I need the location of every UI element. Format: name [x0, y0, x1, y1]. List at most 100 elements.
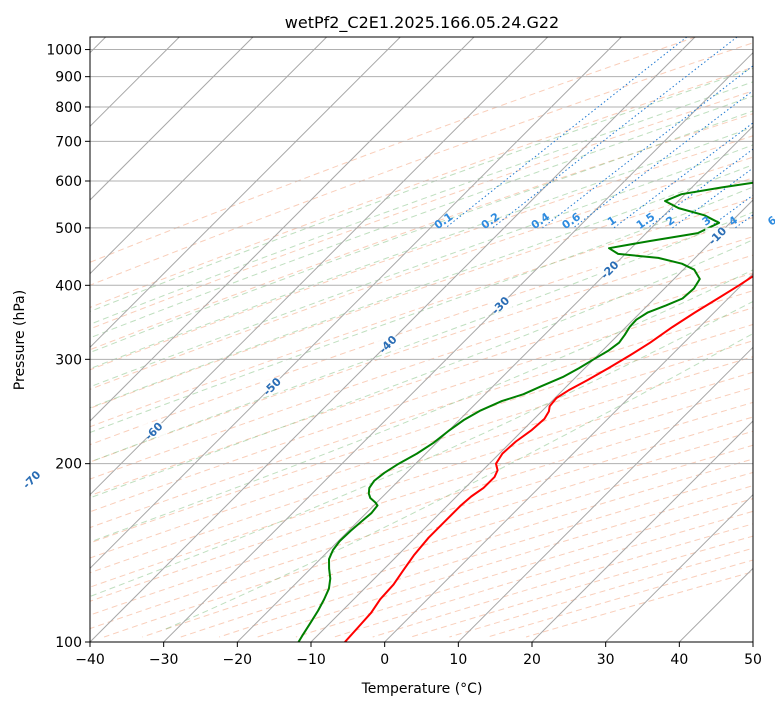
y-tick-label: 900 [55, 70, 82, 86]
isotherm-gridline [90, 37, 549, 496]
dry-adiabat [90, 156, 753, 390]
chart-title: wetPf2_C2E1.2025.166.05.24.G22 [285, 13, 559, 33]
x-tick-label: 50 [744, 652, 762, 668]
temperature-profile [344, 274, 753, 642]
moist-adiabat [90, 110, 753, 354]
dry-adiabat [90, 236, 753, 463]
isotherm-gridline [236, 125, 753, 642]
moist-adiabat [90, 239, 753, 499]
isotherm-gridline [163, 51, 753, 642]
dry-adiabat [372, 523, 753, 638]
isotherm-label-bg [259, 378, 284, 393]
isotherm-gridline [752, 641, 753, 642]
y-tick-label: 600 [55, 174, 82, 190]
dry-adiabat [90, 386, 753, 602]
isotherm-gridline [531, 420, 753, 642]
x-tick-label: 10 [449, 652, 467, 668]
dry-adiabat [90, 416, 753, 630]
x-tick-label: 40 [670, 652, 688, 668]
dry-adiabat [334, 510, 753, 638]
y-tick-label: 1000 [46, 43, 82, 59]
y-tick-label: 100 [55, 635, 82, 651]
dry-adiabat [90, 66, 753, 309]
moist-adiabat [90, 67, 753, 313]
plot-area [90, 37, 753, 642]
mixing-ratio-label: 4 [726, 213, 740, 228]
moist-adiabat [90, 126, 753, 370]
mixing-ratio-line [734, 214, 753, 229]
dry-adiabat [90, 290, 753, 513]
dry-adiabat [410, 535, 753, 638]
y-tick-label: 700 [55, 134, 82, 150]
plot-frame [89, 36, 754, 643]
isotherm-label-bg [19, 471, 44, 486]
isotherm-gridline [457, 346, 753, 642]
dry-adiabat [257, 485, 753, 638]
dry-adiabat [180, 458, 753, 638]
y-tick-label: 300 [55, 352, 82, 368]
isotherm-gridline [90, 37, 328, 275]
mixing-ratio-line [572, 90, 753, 229]
mixing-ratio-label: 1.5 [634, 210, 657, 232]
dry-adiabat [90, 340, 753, 559]
moist-adiabat [90, 269, 753, 543]
dewpoint-profile [297, 181, 753, 642]
isotherm-gridline [90, 37, 254, 201]
dry-adiabat [90, 135, 753, 371]
x-tick-label: −10 [296, 652, 326, 668]
x-tick-label: 20 [523, 652, 541, 668]
mixing-ratio-line [708, 194, 753, 229]
dry-adiabat [295, 498, 753, 638]
dry-adiabat [90, 42, 753, 286]
x-tick-label: −20 [223, 652, 253, 668]
y-tick-label: 400 [55, 278, 82, 294]
mixing-ratio-line [542, 65, 753, 229]
x-tick-label: 0 [380, 652, 389, 668]
moist-adiabat [90, 144, 753, 388]
mixing-ratio-label: 0.4 [529, 210, 553, 232]
y-axis-title: Pressure (hPa) [12, 290, 28, 390]
moist-adiabat [90, 164, 753, 409]
isotherm-gridline [384, 272, 753, 642]
y-tick-label: 500 [55, 221, 82, 237]
y-tick-label: 200 [55, 457, 82, 473]
dry-adiabat [90, 323, 753, 544]
isotherm-gridline [90, 37, 475, 422]
dry-adiabat [90, 272, 753, 497]
mixing-ratio-line [672, 167, 753, 229]
dry-adiabat [90, 254, 753, 480]
dry-adiabat [90, 177, 753, 409]
moist-adiabat [90, 81, 753, 325]
moist-adiabat [164, 333, 753, 630]
mixing-ratio-line [492, 37, 738, 229]
dry-adiabat [90, 401, 753, 616]
isotherm-label-bg [488, 297, 513, 312]
x-tick-label: −40 [75, 652, 105, 668]
isotherm-label-bg [141, 423, 166, 438]
dry-adiabat [90, 371, 753, 588]
isotherm-gridline [90, 37, 401, 349]
moist-adiabat [90, 95, 753, 339]
dry-adiabat [90, 113, 753, 351]
dry-adiabat [90, 37, 696, 263]
y-tick-label: 800 [55, 100, 82, 116]
isotherm-gridline [678, 567, 753, 642]
isotherm-gridline [90, 37, 622, 570]
isotherm-label-bg [597, 261, 622, 276]
isotherm-label-bg [375, 336, 400, 351]
mixing-ratio-label: 6 [765, 213, 775, 228]
isotherm-gridline [605, 493, 753, 642]
x-tick-label: 30 [597, 652, 615, 668]
dry-adiabat [90, 356, 753, 574]
isotherm-label-bg [705, 227, 730, 242]
mixing-ratio-label: 0.2 [479, 210, 502, 232]
moist-adiabat [90, 211, 753, 463]
x-axis-title: Temperature (°C) [361, 681, 483, 697]
x-tick-label: −30 [149, 652, 179, 668]
mixing-ratio-label: 0.1 [432, 210, 455, 232]
dry-adiabat [90, 90, 753, 330]
mixing-ratio-line [613, 122, 753, 229]
dry-adiabat [90, 197, 753, 428]
